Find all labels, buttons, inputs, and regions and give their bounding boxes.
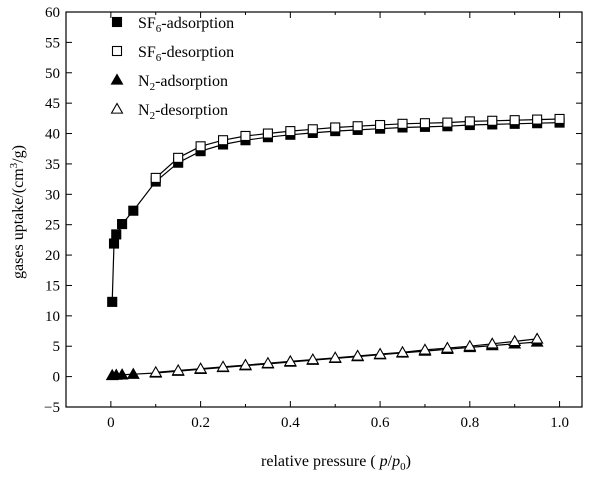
data-point-3 bbox=[216, 360, 230, 372]
y-tick-label: 20 bbox=[45, 248, 60, 264]
data-point-3 bbox=[396, 345, 409, 357]
data-point-1 bbox=[217, 135, 229, 146]
data-point-1 bbox=[419, 118, 431, 129]
data-point-3 bbox=[418, 343, 432, 355]
data-point-3 bbox=[485, 337, 499, 349]
legend-marker-3 bbox=[110, 102, 124, 114]
data-point-1 bbox=[532, 114, 543, 125]
data-markers bbox=[105, 113, 565, 381]
data-point-1 bbox=[173, 152, 184, 163]
x-tick-label: 1.0 bbox=[550, 415, 569, 431]
series-line-3 bbox=[155, 338, 538, 373]
axis-ticks: 0 0.2 0.4 0.6 0.8 1.0 −5 0 5 10 15 20 25 30 35 40 45 50 55… bbox=[44, 5, 582, 431]
x-tick-label: 0.2 bbox=[191, 415, 210, 431]
data-point-1 bbox=[330, 122, 341, 133]
data-point-1 bbox=[509, 115, 520, 126]
data-point-3 bbox=[508, 334, 522, 347]
x-tick-label: 0.4 bbox=[281, 415, 300, 431]
legend-marker-1 bbox=[111, 45, 123, 57]
y-tick-label: 40 bbox=[45, 127, 60, 143]
data-point-0 bbox=[108, 238, 120, 249]
y-axis-label: gases uptake/(cm3/g) bbox=[8, 145, 27, 279]
legend: SF6-adsorption SF6-desorption N2-adsorptio… bbox=[110, 15, 234, 122]
data-point-1 bbox=[352, 121, 363, 132]
data-point-3 bbox=[440, 341, 454, 353]
legend-label-1: SF6-desorption bbox=[138, 44, 234, 64]
y-tick-label: 45 bbox=[45, 96, 60, 112]
x-tick-label: 0.6 bbox=[371, 415, 390, 431]
data-point-1 bbox=[150, 172, 161, 183]
y-tick-label: 35 bbox=[45, 157, 60, 173]
plot-area bbox=[65, 11, 583, 408]
data-point-1 bbox=[487, 115, 498, 126]
data-point-1 bbox=[240, 130, 251, 142]
y-tick-label: 25 bbox=[45, 218, 60, 234]
data-point-3 bbox=[239, 358, 252, 370]
y-tick-label: 0 bbox=[53, 370, 61, 386]
data-point-3 bbox=[306, 352, 320, 365]
legend-label-0: SF6-adsorption bbox=[138, 15, 234, 35]
x-axis-label: relative pressure ( p/p0) bbox=[261, 453, 411, 473]
data-point-2 bbox=[126, 367, 140, 379]
y-tick-label: 50 bbox=[45, 66, 60, 82]
y-tick-label: −5 bbox=[44, 400, 60, 416]
data-point-3 bbox=[261, 356, 275, 368]
data-point-3 bbox=[530, 332, 544, 344]
y-tick-label: 5 bbox=[53, 339, 61, 355]
data-point-0 bbox=[117, 219, 128, 230]
x-tick-label: 0.8 bbox=[460, 415, 479, 431]
plot-frame bbox=[65, 11, 583, 408]
data-point-1 bbox=[397, 118, 408, 129]
y-tick-label: 55 bbox=[45, 35, 60, 51]
data-point-1 bbox=[195, 141, 206, 152]
data-point-3 bbox=[373, 347, 387, 359]
legend-marker-2 bbox=[110, 73, 124, 85]
legend-label-3: N2-desorption bbox=[138, 102, 228, 122]
data-point-2 bbox=[115, 368, 129, 380]
data-point-3 bbox=[463, 339, 477, 351]
data-point-1 bbox=[285, 126, 296, 137]
data-point-3 bbox=[351, 349, 365, 361]
y-tick-label: 60 bbox=[45, 5, 60, 21]
data-point-1 bbox=[262, 128, 273, 139]
data-point-0 bbox=[128, 205, 139, 216]
data-point-3 bbox=[194, 362, 208, 374]
data-point-1 bbox=[375, 119, 386, 131]
data-point-1 bbox=[307, 124, 318, 135]
data-point-1 bbox=[442, 117, 453, 128]
y-tick-label: 10 bbox=[45, 309, 60, 325]
data-point-1 bbox=[464, 116, 475, 127]
series-line-0 bbox=[111, 122, 560, 302]
data-point-0 bbox=[107, 296, 118, 307]
data-point-3 bbox=[149, 365, 163, 378]
data-point-3 bbox=[171, 363, 185, 376]
legend-label-2: N2-adsorption bbox=[138, 73, 228, 93]
data-point-0 bbox=[111, 229, 122, 240]
y-tick-label: 15 bbox=[45, 278, 60, 294]
data-point-3 bbox=[283, 354, 297, 367]
data-point-1 bbox=[554, 113, 565, 125]
legend-marker-0 bbox=[111, 16, 123, 28]
x-tick-label: 0 bbox=[107, 415, 115, 431]
data-point-3 bbox=[328, 351, 342, 363]
y-tick-label: 30 bbox=[45, 187, 60, 203]
